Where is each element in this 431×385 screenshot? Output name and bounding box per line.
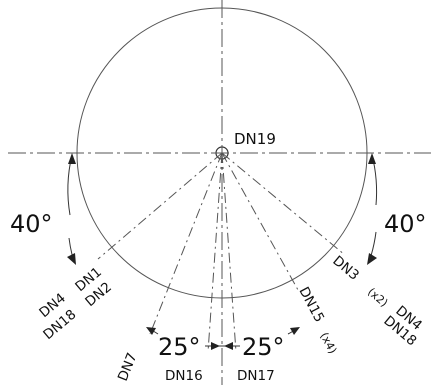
- label-x2: (x2): [365, 285, 390, 309]
- arrowhead-right-bottom: [367, 253, 377, 265]
- ray-dn15: [221, 152, 299, 291]
- ray-dn7: [149, 152, 223, 335]
- ray-dn16: [207, 152, 223, 353]
- angle-right-label: 40°: [384, 210, 427, 238]
- arrowhead-left-top: [68, 153, 76, 164]
- arrowhead-bottom-mid-right: [224, 342, 233, 350]
- angle-left-label: 40°: [10, 210, 53, 238]
- angle-bottom-right-label: 25°: [242, 333, 285, 361]
- ray-dn17: [221, 152, 237, 353]
- label-dn7: DN7: [115, 351, 141, 384]
- center-label: DN19: [234, 130, 276, 148]
- label-x4: (x4): [317, 330, 339, 356]
- ray-dn3: [221, 152, 346, 256]
- angle-bottom-left-label: 25°: [158, 333, 201, 361]
- arrowhead-bottom-left-a: [146, 327, 156, 335]
- label-dn15: DN15: [295, 284, 327, 325]
- arrowhead-right-top: [368, 153, 376, 164]
- label-dn16: DN16: [165, 368, 203, 384]
- arrowhead-left-bottom: [67, 253, 76, 265]
- arrowhead-bottom-right: [290, 327, 300, 335]
- label-dn3: DN3: [329, 253, 362, 284]
- arrowhead-bottom-mid-left: [211, 342, 220, 350]
- label-dn17: DN17: [237, 368, 275, 384]
- ray-dn1-dn2: [97, 152, 223, 260]
